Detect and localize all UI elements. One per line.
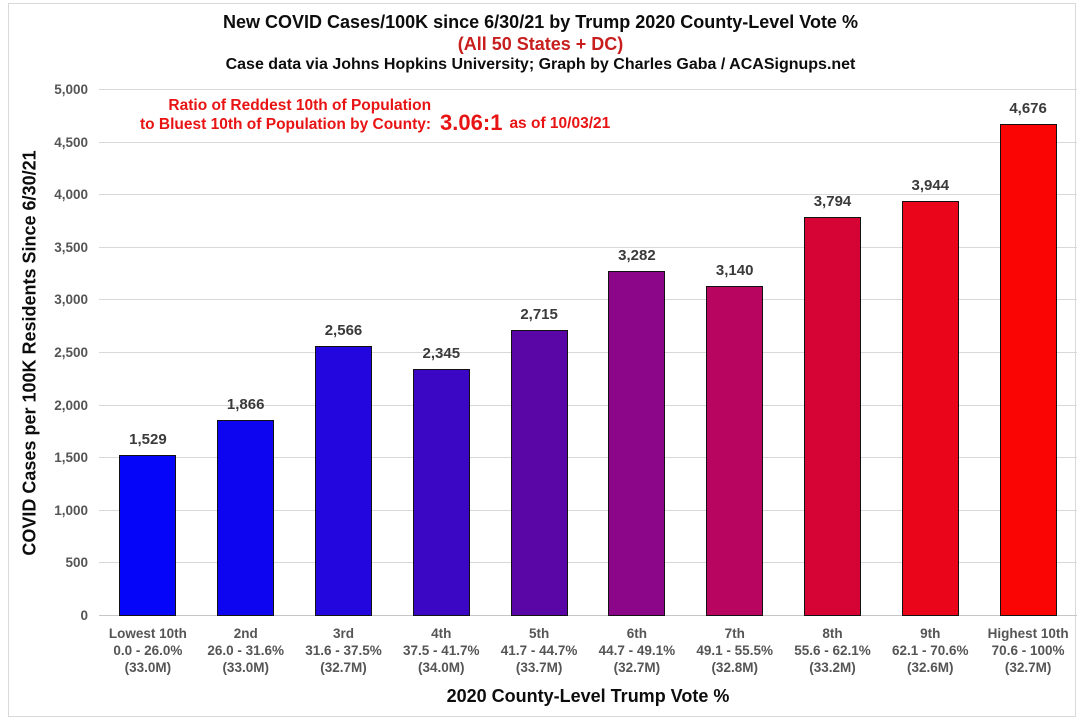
y-tick-label: 3,000 bbox=[54, 292, 88, 308]
gridline bbox=[99, 404, 1077, 406]
chart-title: New COVID Cases/100K since 6/30/21 by Tr… bbox=[223, 12, 858, 32]
ratio-annotation-text: Ratio of Reddest 10th of Population to B… bbox=[140, 96, 431, 134]
gridline bbox=[99, 615, 1077, 616]
y-tick-label: 1,500 bbox=[54, 450, 88, 466]
x-tick-label: 7th 49.1 - 55.5% (32.8M) bbox=[696, 626, 773, 675]
x-tick-label: 6th 44.7 - 49.1% (32.7M) bbox=[598, 626, 676, 675]
gridline bbox=[99, 299, 1077, 301]
ratio-asof-date: as of 10/03/21 bbox=[509, 115, 611, 132]
x-tick-label: 2nd 26.0 - 31.6% (33.0M) bbox=[207, 626, 284, 675]
y-tick-label: 1,000 bbox=[54, 502, 88, 518]
gridline bbox=[99, 194, 1077, 196]
x-tick-label: Highest 10th 70.6 - 100% (32.7M) bbox=[987, 626, 1069, 675]
bar-value-label: 3,944 bbox=[911, 177, 950, 195]
bar-value-label: 2,345 bbox=[422, 345, 461, 363]
x-axis-title: 2020 County-Level Trump Vote % bbox=[446, 686, 730, 706]
ratio-annotation: Ratio of Reddest 10th of Population to B… bbox=[140, 96, 610, 134]
y-tick-label: 2,500 bbox=[54, 345, 88, 360]
bar bbox=[706, 285, 764, 616]
bar bbox=[119, 455, 177, 616]
gridline bbox=[99, 246, 1077, 248]
y-tick-label: 500 bbox=[65, 555, 88, 571]
bar-value-label: 1,529 bbox=[129, 431, 167, 449]
x-tick-label: 8th 55.6 - 62.1% (33.2M) bbox=[794, 626, 871, 675]
bar bbox=[608, 270, 666, 616]
gridline bbox=[99, 457, 1077, 459]
ratio-annotation-line2: to Bluest 10th of Population by County: bbox=[140, 116, 432, 133]
x-tick-label: 9th 62.1 - 70.6% (32.6M) bbox=[892, 626, 969, 675]
bar-value-label: 3,140 bbox=[715, 261, 754, 279]
bar-value-label: 3,282 bbox=[618, 246, 656, 264]
bar bbox=[804, 216, 861, 616]
x-tick-label: Lowest 10th 0.0 - 26.0% (33.0M) bbox=[108, 626, 187, 675]
gridline bbox=[99, 562, 1077, 564]
bar-value-label: 4,676 bbox=[1009, 100, 1047, 118]
gridline bbox=[99, 352, 1077, 353]
bar-value-label: 1,866 bbox=[226, 395, 265, 413]
bar bbox=[217, 419, 275, 616]
bar bbox=[510, 330, 568, 616]
y-tick-label: 0 bbox=[80, 608, 88, 623]
bar bbox=[901, 201, 959, 616]
x-tick-label: 4th 37.5 - 41.7% (34.0M) bbox=[403, 626, 480, 675]
bar-value-label: 3,794 bbox=[813, 192, 852, 210]
ratio-value: 3.06:1 bbox=[440, 110, 503, 135]
bar bbox=[315, 346, 372, 616]
x-tick-label: 5th 41.7 - 44.7% (33.7M) bbox=[500, 626, 578, 675]
bar-value-label: 2,715 bbox=[520, 306, 558, 324]
ratio-annotation-line1: Ratio of Reddest 10th of Population bbox=[168, 97, 432, 114]
y-tick-label: 3,500 bbox=[54, 239, 88, 255]
bar-value-label: 2,566 bbox=[324, 322, 363, 340]
plot-area: 1,529 1,866 2,566 2,345 2,715 3,282 3,140 3,794… bbox=[99, 89, 1077, 616]
bar bbox=[412, 369, 470, 616]
y-tick-label: 5,000 bbox=[54, 82, 88, 97]
gridline bbox=[99, 141, 1077, 143]
chart-credit-line: Case data via Johns Hopkins University; … bbox=[225, 56, 856, 73]
chart-frame-border bbox=[8, 3, 1076, 717]
y-tick-label: 2,000 bbox=[54, 397, 88, 413]
chart-subtitle: (All 50 States + DC) bbox=[457, 34, 624, 54]
bar bbox=[999, 124, 1057, 616]
x-tick-label: 3rd 31.6 - 37.5% (32.7M) bbox=[305, 626, 382, 675]
y-tick-label: 4,000 bbox=[54, 187, 88, 203]
y-tick-label: 4,500 bbox=[54, 134, 88, 150]
gridline bbox=[99, 89, 1077, 90]
gridline bbox=[99, 509, 1077, 511]
